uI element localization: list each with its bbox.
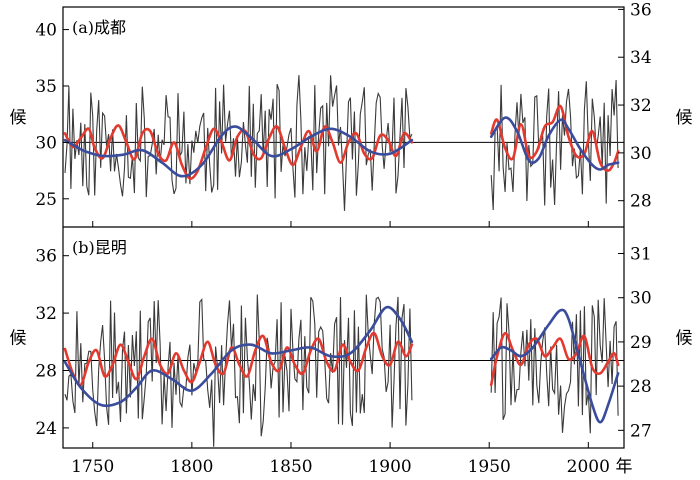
left-axis-label: 候 [10,329,27,349]
right-tick-label: 36 [630,0,652,20]
blue-curve-segment-1 [489,116,620,171]
series-interdecadal [63,116,620,178]
x-tick-label: 1850 [269,457,312,477]
series-interannual [63,104,620,180]
panel-title: (a)成都 [72,18,126,37]
left-axis-label: 候 [10,108,27,128]
right-tick-label: 28 [630,192,652,212]
right-tick-label: 28 [630,377,652,397]
raw-line-segment-1 [490,297,619,434]
right-axis-label: 候 [676,329,693,349]
panel-chengdu: 25 30 35 40 28 30 32 34 36 候 候 (a)成都 [10,0,693,211]
right-tick-label: 30 [630,144,652,164]
x-tick-label: 1900 [368,457,411,477]
right-axis-label: 候 [676,108,693,128]
raw-line-segment-0 [64,75,413,211]
left-tick-label: 28 [35,362,57,382]
x-tick-label: 1950 [468,457,511,477]
blue-curve-segment-0 [63,305,414,408]
panel-kunming: 24 28 32 36 27 28 29 30 31 候 候 (b)昆明 [10,238,693,447]
raw-line-segment-1 [490,79,619,211]
series-raw [64,75,619,211]
right-tick-label: 29 [630,333,652,353]
blue-curve-segment-0 [63,125,414,178]
left-tick-label: 35 [35,77,57,97]
blue-curve-segment-1 [489,308,620,424]
right-tick-label: 27 [630,421,652,441]
x-tick-label: 1750 [71,457,114,477]
right-tick-label: 31 [630,245,652,265]
right-tick-label: 30 [630,289,652,309]
red-curve-segment-0 [63,331,414,387]
left-tick-label: 25 [35,190,57,210]
x-tick-label: 2000 [567,457,610,477]
red-curve-segment-1 [489,331,620,387]
red-curve-segment-0 [63,124,414,180]
right-tick-label: 34 [630,48,652,68]
right-tick-label: 32 [630,96,652,116]
x-tick-label: 1800 [170,457,213,477]
panel-title: (b)昆明 [72,238,127,257]
red-curve-segment-1 [489,104,620,172]
left-tick-label: 30 [35,133,57,153]
left-tick-label: 32 [35,304,57,324]
series-interdecadal [63,305,620,424]
series-raw [64,294,619,447]
x-axis-unit: 年 [616,457,633,477]
left-tick-label: 40 [35,21,57,41]
left-tick-label: 36 [35,247,57,267]
series-interannual [63,331,620,387]
x-axis: 1750 1800 1850 1900 1950 2000 年 [71,221,633,477]
left-tick-label: 24 [35,419,57,439]
